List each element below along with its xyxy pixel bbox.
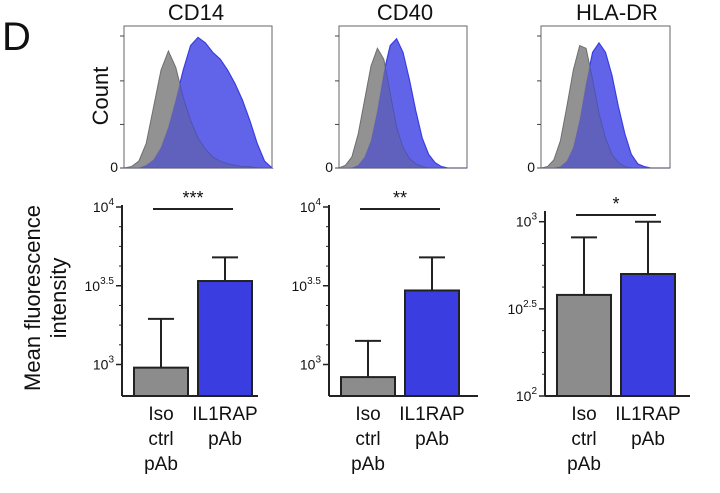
bar-y-tick-label: 103 [300, 355, 322, 373]
bar-category-label: Iso [571, 404, 596, 425]
bar-y-tick-label: 103.5 [292, 276, 322, 294]
bar-category-label: IL1RAP [192, 404, 257, 425]
bar-chart-2: 103 103.5 104 ** Iso ctrl pAb IL1RAP pAb [292, 188, 478, 475]
histogram-il1rap-overlap [541, 42, 670, 168]
bar-category-label: pAb [144, 454, 178, 475]
bar-category-label: pAb [567, 454, 601, 475]
bar-y-axis-label-line2: intensity [46, 258, 71, 339]
histogram-title: CD14 [168, 0, 224, 25]
bar-isotype [340, 376, 396, 398]
significance-label: *** [182, 188, 203, 208]
panel-letter: D [2, 15, 31, 59]
bar-chart-3: 102 102.5 103 * Iso ctrl pAb IL1RAP pAb [508, 194, 690, 475]
histogram-1: CD14 0 [110, 0, 274, 175]
histogram-zero-label: 0 [325, 159, 333, 175]
bar-isotype [133, 366, 189, 397]
bar-y-axis-label-line1: Mean fluorescence [20, 205, 45, 391]
bar-category-label: pAb [351, 454, 385, 475]
bar-category-label: IL1RAP [615, 404, 680, 425]
significance-label: * [612, 194, 619, 214]
histogram-row: CD14 0 CD40 0 HLA-DR 0 [110, 0, 671, 175]
histogram-zero-label: 0 [110, 159, 118, 175]
significance-label: ** [393, 188, 407, 208]
bar-category-label: ctrl [148, 429, 173, 450]
bar-y-tick-label: 103 [93, 355, 115, 373]
bar-category-label: Iso [148, 404, 173, 425]
bar-y-tick-label: 103 [516, 212, 538, 230]
bar-category-label: Iso [355, 404, 380, 425]
bar-il1rap [620, 273, 676, 397]
bar-category-label: IL1RAP [399, 404, 464, 425]
histogram-il1rap-overlap [124, 37, 272, 169]
bar-il1rap [197, 280, 253, 397]
histogram-zero-label: 0 [527, 159, 535, 175]
histogram-il1rap-overlap [339, 38, 467, 168]
bar-y-tick-label: 102.5 [508, 299, 538, 317]
histogram-y-axis-label: Count [88, 67, 113, 126]
histogram-3: HLA-DR 0 [527, 0, 671, 175]
bar-y-tick-label: 103.5 [85, 276, 115, 294]
bar-y-tick-label: 102 [516, 386, 538, 404]
bar-category-label: ctrl [355, 429, 380, 450]
bar-y-tick-label: 104 [300, 197, 322, 215]
histogram-2: CD40 0 [325, 0, 468, 175]
bar-isotype [556, 293, 612, 397]
bar-category-label: pAb [208, 429, 242, 450]
bar-chart-1: 103 103.5 104 *** Iso ctrl pAb IL1RAP pAb [85, 188, 258, 475]
bar-y-tick-label: 104 [93, 197, 115, 215]
bar-category-label: pAb [415, 429, 449, 450]
bar-category-label: pAb [631, 429, 665, 450]
bar-category-label: ctrl [571, 429, 596, 450]
histogram-title: CD40 [377, 0, 433, 25]
bar-il1rap [404, 289, 460, 398]
histogram-title: HLA-DR [576, 0, 658, 25]
